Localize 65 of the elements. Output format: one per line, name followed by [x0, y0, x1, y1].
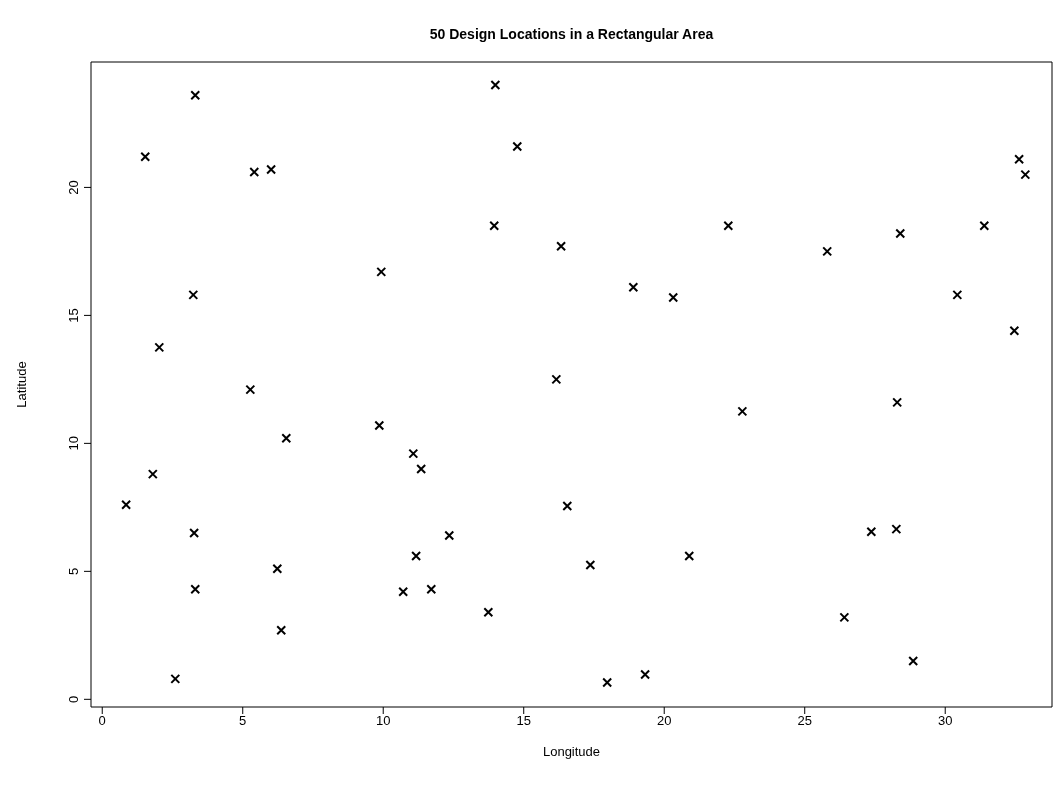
point: [154, 342, 165, 353]
point: [866, 526, 877, 537]
point: [556, 241, 567, 252]
point: [489, 220, 500, 231]
point: [908, 655, 919, 666]
y-tick-label: 15: [66, 308, 81, 323]
point: [189, 527, 200, 538]
point: [723, 220, 734, 231]
point: [249, 167, 260, 178]
point: [952, 289, 963, 300]
point: [1009, 325, 1020, 336]
point: [245, 384, 256, 395]
point: [408, 448, 419, 459]
point: [190, 584, 201, 595]
x-tick-label: 5: [239, 713, 247, 729]
point: [376, 266, 387, 277]
point: [444, 530, 455, 541]
point: [891, 524, 902, 535]
point: [426, 584, 437, 595]
point: [266, 164, 277, 175]
point: [483, 607, 494, 618]
x-tick-label: 20: [656, 713, 672, 729]
x-tick-label: 10: [376, 713, 391, 729]
y-tick-label: 5: [66, 567, 81, 575]
point: [737, 406, 748, 417]
y-tick-label: 10: [66, 436, 81, 451]
x-tick-label: 25: [797, 713, 812, 729]
x-axis-title: Longitude: [542, 744, 601, 759]
point: [512, 141, 523, 152]
x-tick-label: 0: [98, 713, 106, 729]
point: [416, 463, 427, 474]
point: [562, 501, 573, 512]
point: [602, 677, 613, 688]
point: [668, 292, 679, 303]
point: [374, 420, 385, 431]
point: [272, 563, 283, 574]
point: [895, 228, 906, 239]
point: [551, 374, 562, 385]
y-tick-label: 0: [66, 695, 81, 703]
point: [839, 612, 850, 623]
y-axis-title: Latitude: [13, 361, 29, 408]
point: [822, 246, 833, 257]
point: [147, 469, 158, 480]
point: [640, 669, 651, 680]
point: [170, 673, 181, 684]
point: [140, 151, 151, 162]
point: [490, 80, 501, 91]
point: [979, 220, 990, 231]
point: [585, 559, 596, 570]
point: [188, 289, 199, 300]
point: [411, 550, 422, 561]
point: [1014, 154, 1025, 165]
point: [190, 90, 201, 101]
point: [276, 625, 287, 636]
point: [398, 586, 409, 597]
point: [281, 433, 292, 444]
point: [628, 282, 639, 293]
x-tick-label: 30: [937, 713, 953, 729]
y-tick-label: 20: [66, 180, 81, 195]
point: [1020, 169, 1031, 180]
x-tick-label: 15: [516, 713, 531, 729]
chart-title: 50 Design Locations in a Rectangular Area: [428, 26, 715, 42]
point: [684, 550, 695, 561]
point: [121, 499, 132, 510]
point: [892, 397, 903, 408]
